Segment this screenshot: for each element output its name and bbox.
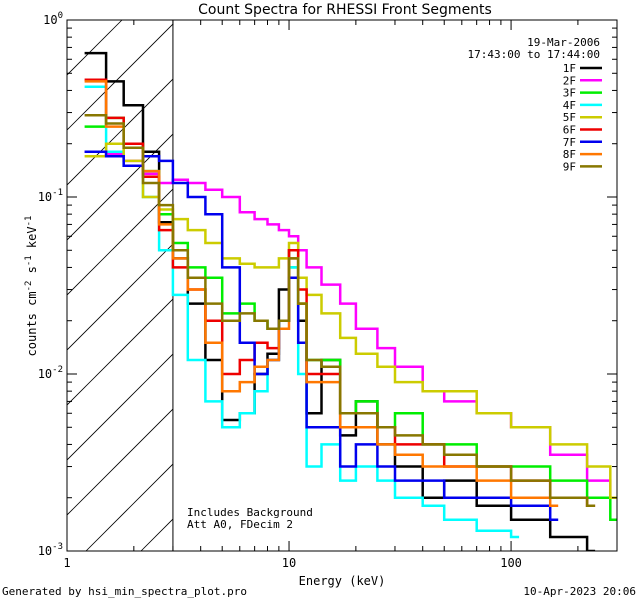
- legend-label-9F: 9F: [563, 160, 576, 173]
- legend-label-4F: 4F: [563, 99, 576, 112]
- footer-timestamp: 10-Apr-2023 20:06: [523, 585, 636, 598]
- x-tick-label: 10: [282, 556, 296, 570]
- legend-label-5F: 5F: [563, 111, 576, 124]
- legend-label-1F: 1F: [563, 62, 576, 75]
- header-time-range: 17:43:00 to 17:44:00: [468, 48, 600, 61]
- x-tick-label: 1: [63, 556, 70, 570]
- legend-label-2F: 2F: [563, 74, 576, 87]
- header-date: 19-Mar-2006: [527, 36, 600, 49]
- plot-frame: [66, 19, 618, 552]
- series-line-2F: [84, 150, 617, 499]
- hatch-line: [67, 20, 123, 76]
- hatch-line: [67, 408, 173, 516]
- y-axis-label: counts cm-2 s-1 keV-1: [24, 216, 39, 357]
- series-line-3F: [84, 116, 617, 522]
- hatch-line: [67, 133, 173, 241]
- legend-label-8F: 8F: [563, 148, 576, 161]
- series-line-8F: [84, 80, 559, 508]
- hatch-line: [67, 23, 173, 131]
- legend-label-6F: 6F: [563, 124, 576, 137]
- y-tick-label: 10-3: [38, 542, 63, 558]
- annotation-background: Includes Background: [187, 506, 313, 519]
- attenuator-hatch-region: [67, 20, 174, 551]
- series-line-9F: [84, 113, 596, 508]
- legend-label-3F: 3F: [563, 87, 576, 100]
- hatch-line: [67, 298, 173, 406]
- x-tick-label: 100: [500, 556, 522, 570]
- y-tick-label: 10-1: [38, 188, 63, 204]
- hatch-line: [67, 243, 173, 351]
- series-layer: [84, 51, 617, 551]
- hatch-line: [67, 78, 173, 186]
- chart-title: Count Spectra for RHESSI Front Segments: [198, 2, 492, 18]
- annotation-attenuator: Att A0, FDecim 2: [187, 518, 293, 531]
- legend-label-7F: 7F: [563, 136, 576, 149]
- axis-ticks: 1 10 100 100 10-1 10-2 10-3: [38, 11, 618, 570]
- footer-generated-by: Generated by hsi_min_spectra_plot.pro: [2, 585, 247, 598]
- hatch-line: [67, 188, 173, 296]
- series-line-4F: [84, 85, 520, 539]
- y-tick-label: 10-2: [38, 365, 63, 381]
- y-tick-label: 100: [43, 11, 63, 27]
- x-axis-label: Energy (keV): [299, 574, 386, 588]
- hatch-line: [85, 463, 173, 551]
